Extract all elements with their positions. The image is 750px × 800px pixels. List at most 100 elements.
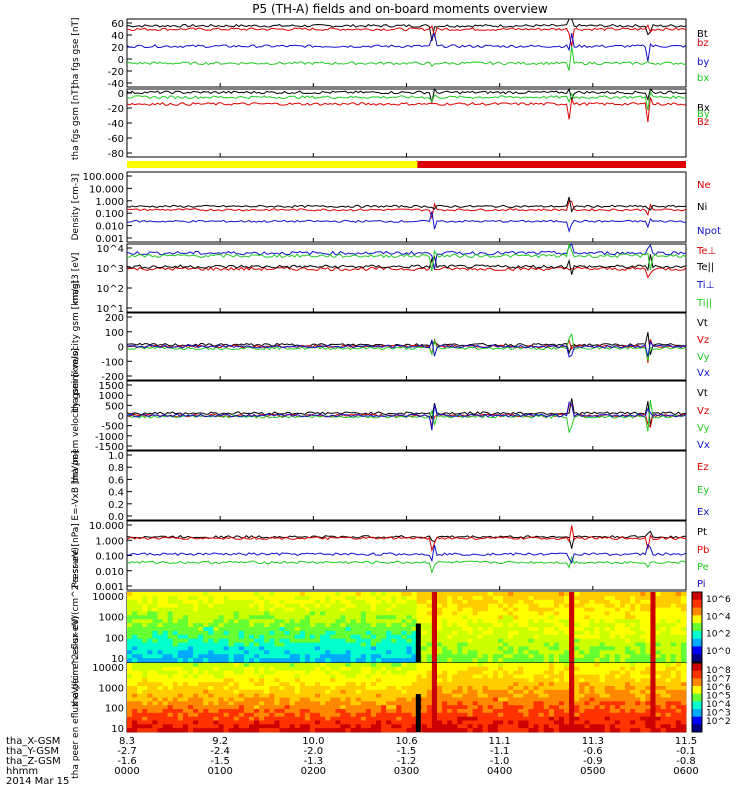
heatmap-cell	[594, 712, 600, 717]
heatmap-cell	[320, 720, 326, 725]
heatmap-cell	[162, 697, 169, 702]
heatmap-cell	[345, 654, 351, 659]
heatmap-cell	[223, 627, 230, 632]
y-tick-label: -20	[108, 104, 124, 115]
heatmap-cell	[254, 603, 260, 608]
heatmap-cell	[503, 674, 509, 679]
heatmap-cell	[355, 623, 362, 628]
heatmap-cell	[127, 689, 133, 694]
heatmap-cell	[401, 654, 407, 659]
heatmap-cell	[508, 599, 514, 605]
heatmap-cell	[584, 697, 590, 702]
heatmap-cell	[381, 670, 387, 675]
heatmap-cell	[254, 627, 260, 632]
heatmap-cell	[513, 634, 519, 640]
heatmap-cell	[152, 638, 158, 643]
heatmap-cell	[675, 615, 682, 620]
heatmap-cell	[426, 592, 433, 597]
heatmap-cell	[619, 619, 626, 624]
heatmap-cell	[284, 716, 290, 721]
heatmap-cell	[299, 595, 306, 601]
heatmap-cell	[259, 674, 265, 679]
heatmap-cell	[370, 689, 377, 694]
heatmap-cell	[472, 627, 479, 632]
heatmap-cell	[442, 623, 448, 628]
heatmap-cell	[355, 697, 362, 702]
heatmap-cell	[391, 619, 397, 624]
heatmap-cell	[223, 689, 230, 694]
heatmap-cell	[675, 627, 682, 632]
heatmap-cell	[309, 619, 316, 624]
heatmap-cell	[238, 678, 245, 683]
heatmap-cell	[198, 716, 204, 721]
heatmap-cell	[650, 728, 656, 733]
heatmap-cell	[635, 682, 641, 687]
heatmap-cell	[325, 674, 331, 679]
heatmap-cell	[264, 670, 270, 675]
heatmap-cell	[391, 697, 397, 702]
heatmap-cell	[238, 595, 245, 601]
heatmap-cell	[259, 658, 265, 663]
heatmap-cell	[447, 689, 453, 694]
heatmap-cell	[381, 712, 387, 717]
heatmap-cell	[259, 654, 265, 659]
heatmap-cell	[574, 615, 580, 620]
heatmap-cell	[457, 658, 463, 663]
heatmap-cell	[680, 720, 687, 725]
heatmap-cell	[289, 678, 296, 683]
heatmap-cell	[127, 663, 133, 668]
heatmap-cell	[396, 666, 402, 671]
heatmap-cell	[157, 638, 163, 643]
heatmap-cell	[584, 678, 590, 683]
heatmap-cell	[467, 682, 473, 687]
heatmap-cell	[391, 627, 397, 632]
heatmap-cell	[213, 663, 219, 668]
heatmap-cell	[528, 705, 534, 710]
heatmap-cell	[503, 678, 509, 683]
heatmap-cell	[447, 592, 453, 597]
heatmap-cell	[167, 686, 174, 691]
heatmap-cell	[513, 709, 519, 714]
heatmap-cell	[533, 716, 539, 721]
heatmap-cell	[142, 595, 148, 601]
heatmap-cell	[447, 728, 453, 733]
heatmap-cell	[203, 592, 209, 597]
heatmap-cell	[477, 705, 484, 710]
heatmap-cell	[543, 658, 550, 663]
heatmap-cell	[508, 697, 514, 702]
heatmap-cell	[325, 650, 331, 655]
heatmap-cell	[360, 615, 367, 620]
series-line-by	[126, 32, 687, 62]
heatmap-cell	[208, 724, 214, 729]
heatmap-cell	[304, 603, 311, 608]
heatmap-cell	[457, 654, 463, 659]
heatmap-cell	[213, 654, 219, 659]
heatmap-cell	[609, 701, 616, 706]
heatmap-cell	[182, 603, 189, 608]
heatmap-cell	[147, 666, 153, 671]
y-tick-label: 500	[105, 401, 124, 412]
heatmap-cell	[477, 709, 484, 714]
heatmap-cell	[289, 720, 296, 725]
heatmap-cell	[401, 693, 407, 698]
heatmap-cell	[437, 638, 443, 643]
ephemeris-value: -1.0	[490, 756, 510, 767]
heatmap-cell	[498, 650, 504, 655]
heatmap-cell	[127, 666, 133, 671]
heatmap-cell	[167, 650, 174, 655]
heatmap-cell	[223, 646, 230, 651]
heatmap-cell	[365, 658, 372, 663]
heatmap-cell	[635, 728, 641, 733]
heatmap-cell	[630, 678, 636, 683]
heatmap-cell	[299, 611, 306, 616]
heatmap-cell	[579, 619, 585, 624]
heatmap-cell	[376, 627, 382, 632]
heatmap-cell	[188, 701, 194, 706]
heatmap-cell	[498, 642, 504, 647]
heatmap-cell	[437, 642, 443, 647]
heatmap-cell	[675, 623, 682, 628]
heatmap-cell	[401, 682, 407, 687]
heatmap-cell	[675, 646, 682, 651]
heatmap-cell	[188, 634, 194, 640]
series-line-Vt	[126, 398, 687, 426]
